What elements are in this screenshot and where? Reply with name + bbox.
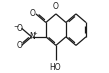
Text: HO: HO (49, 63, 61, 72)
Text: O: O (53, 2, 59, 11)
Text: N: N (29, 32, 35, 41)
Text: −: − (14, 23, 19, 28)
Text: O: O (16, 24, 22, 33)
Text: O: O (30, 9, 36, 18)
Text: +: + (33, 31, 37, 36)
Text: O: O (16, 41, 22, 50)
